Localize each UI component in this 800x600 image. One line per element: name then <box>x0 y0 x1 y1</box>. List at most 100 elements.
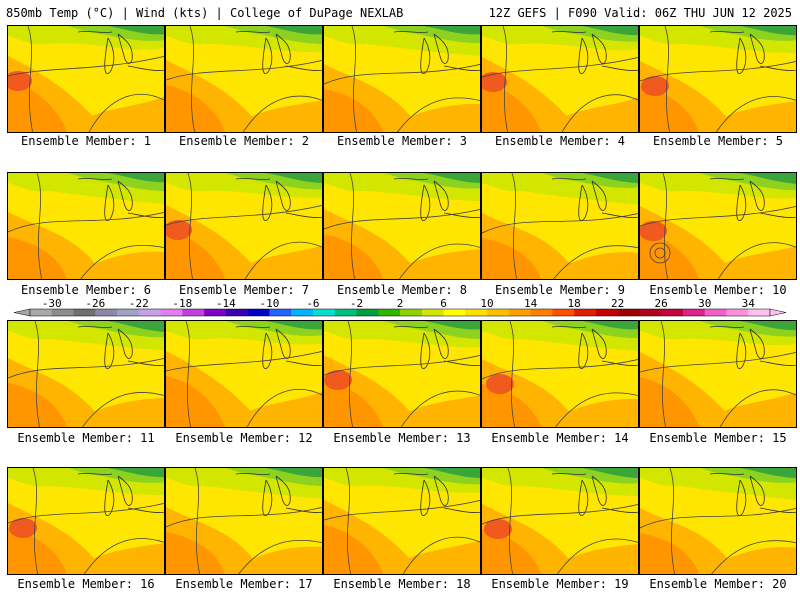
ensemble-panel <box>7 172 165 280</box>
colorbar-left-arrow <box>14 308 31 317</box>
colorbar-swatch <box>421 309 444 316</box>
member-caption: Ensemble Member: 13 <box>333 431 471 445</box>
member-caption: Ensemble Member: 12 <box>175 431 313 445</box>
ensemble-panel <box>639 467 797 575</box>
colorbar-swatch <box>291 309 314 316</box>
ensemble-panel <box>639 172 797 280</box>
member-caption: Ensemble Member: 20 <box>649 577 787 591</box>
colorbar-right-arrow <box>769 308 786 317</box>
temperature-map <box>324 26 480 132</box>
temperature-map <box>640 173 796 279</box>
ensemble-panel <box>323 467 481 575</box>
temperature-map <box>166 26 322 132</box>
colorbar-swatch <box>704 309 727 316</box>
temperature-map <box>166 468 322 574</box>
temperature-map <box>166 321 322 427</box>
colorbar-tick-label: 10 <box>480 298 493 310</box>
ensemble-panel <box>323 25 481 133</box>
temperature-map <box>8 468 164 574</box>
member-caption: Ensemble Member: 4 <box>494 134 626 148</box>
ensemble-panel <box>7 320 165 428</box>
temperature-map <box>482 321 638 427</box>
member-caption: Ensemble Member: 11 <box>17 431 155 445</box>
member-caption: Ensemble Member: 6 <box>20 283 152 297</box>
temperature-map <box>8 173 164 279</box>
ensemble-panel <box>165 172 323 280</box>
colorbar-tick-label: 38 <box>785 298 786 310</box>
ensemble-panel <box>481 172 639 280</box>
ensemble-panel <box>323 320 481 428</box>
member-caption: Ensemble Member: 5 <box>652 134 784 148</box>
colorbar-tick-label: 18 <box>567 298 580 310</box>
ensemble-panel <box>639 25 797 133</box>
colorbar-swatch <box>30 309 53 316</box>
colorbar-swatch <box>312 309 336 316</box>
colorbar-swatch <box>726 309 749 316</box>
colorbar-swatch <box>95 309 118 316</box>
colorbar-swatch <box>748 309 771 316</box>
colorbar-swatch <box>247 309 270 316</box>
member-caption: Ensemble Member: 2 <box>178 134 310 148</box>
colorbar-swatch <box>508 309 531 316</box>
colorbar-swatch <box>661 309 684 316</box>
ensemble-panel <box>481 25 639 133</box>
colorbar-swatch <box>204 309 227 316</box>
ensemble-panel <box>481 320 639 428</box>
colorbar-swatch <box>117 309 140 316</box>
colorbar-tick-label: -14 <box>216 298 236 310</box>
temperature-map <box>640 321 796 427</box>
member-caption: Ensemble Member: 9 <box>494 283 626 297</box>
ensemble-panel <box>7 467 165 575</box>
colorbar-tick-label: -22 <box>129 298 149 310</box>
colorbar-tick-label: 14 <box>524 298 538 310</box>
chart-title: 850mb Temp (°C) | Wind (kts) | College o… <box>6 6 404 20</box>
colorbar-tick-label: 2 <box>397 298 404 310</box>
colorbar-tick-label: 26 <box>655 298 668 310</box>
ensemble-panel <box>481 467 639 575</box>
member-caption: Ensemble Member: 14 <box>491 431 629 445</box>
member-caption: Ensemble Member: 3 <box>336 134 468 148</box>
colorbar-swatch <box>138 309 161 316</box>
ensemble-panel <box>323 172 481 280</box>
colorbar-swatch <box>487 309 510 316</box>
colorbar-swatch <box>269 309 292 316</box>
ensemble-panel <box>7 25 165 133</box>
colorbar-swatch <box>160 309 183 316</box>
colorbar-tick-label: -6 <box>306 298 319 310</box>
colorbar-swatch <box>378 309 401 316</box>
ensemble-panel <box>165 320 323 428</box>
temperature-map <box>324 173 480 279</box>
member-caption: Ensemble Member: 16 <box>17 577 155 591</box>
temperature-map <box>8 321 164 427</box>
temperature-colorbar: -30-26-22-18-14-10-6-2261014182226303438… <box>14 298 786 317</box>
run-info: 12Z GEFS | F090 Valid: 06Z THU JUN 12 20… <box>488 6 792 20</box>
colorbar-tick-label: -26 <box>85 298 105 310</box>
member-caption: Ensemble Member: 1 <box>20 134 152 148</box>
colorbar-swatch <box>356 309 379 316</box>
colorbar-swatch <box>617 309 640 316</box>
colorbar-swatch <box>182 309 205 316</box>
colorbar-swatch <box>530 309 553 316</box>
member-caption: Ensemble Member: 7 <box>178 283 310 297</box>
colorbar-swatch <box>574 309 597 316</box>
colorbar-tick-label: 22 <box>611 298 624 310</box>
colorbar-swatch <box>682 309 706 316</box>
colorbar-swatch <box>639 309 662 316</box>
member-caption: Ensemble Member: 15 <box>649 431 787 445</box>
colorbar-tick-label: 30 <box>698 298 711 310</box>
temperature-map <box>8 26 164 132</box>
colorbar-swatch <box>334 309 357 316</box>
member-caption: Ensemble Member: 19 <box>491 577 629 591</box>
temperature-map <box>482 468 638 574</box>
colorbar-tick-label: -2 <box>350 298 363 310</box>
colorbar-swatch <box>443 309 466 316</box>
colorbar-tick-label: 34 <box>742 298 756 310</box>
temperature-map <box>640 26 796 132</box>
temperature-map <box>166 173 322 279</box>
temperature-map <box>324 468 480 574</box>
temperature-map <box>640 468 796 574</box>
colorbar-tick-label: 6 <box>440 298 447 310</box>
ensemble-panel <box>165 467 323 575</box>
colorbar-swatch <box>465 309 488 316</box>
member-caption: Ensemble Member: 8 <box>336 283 468 297</box>
